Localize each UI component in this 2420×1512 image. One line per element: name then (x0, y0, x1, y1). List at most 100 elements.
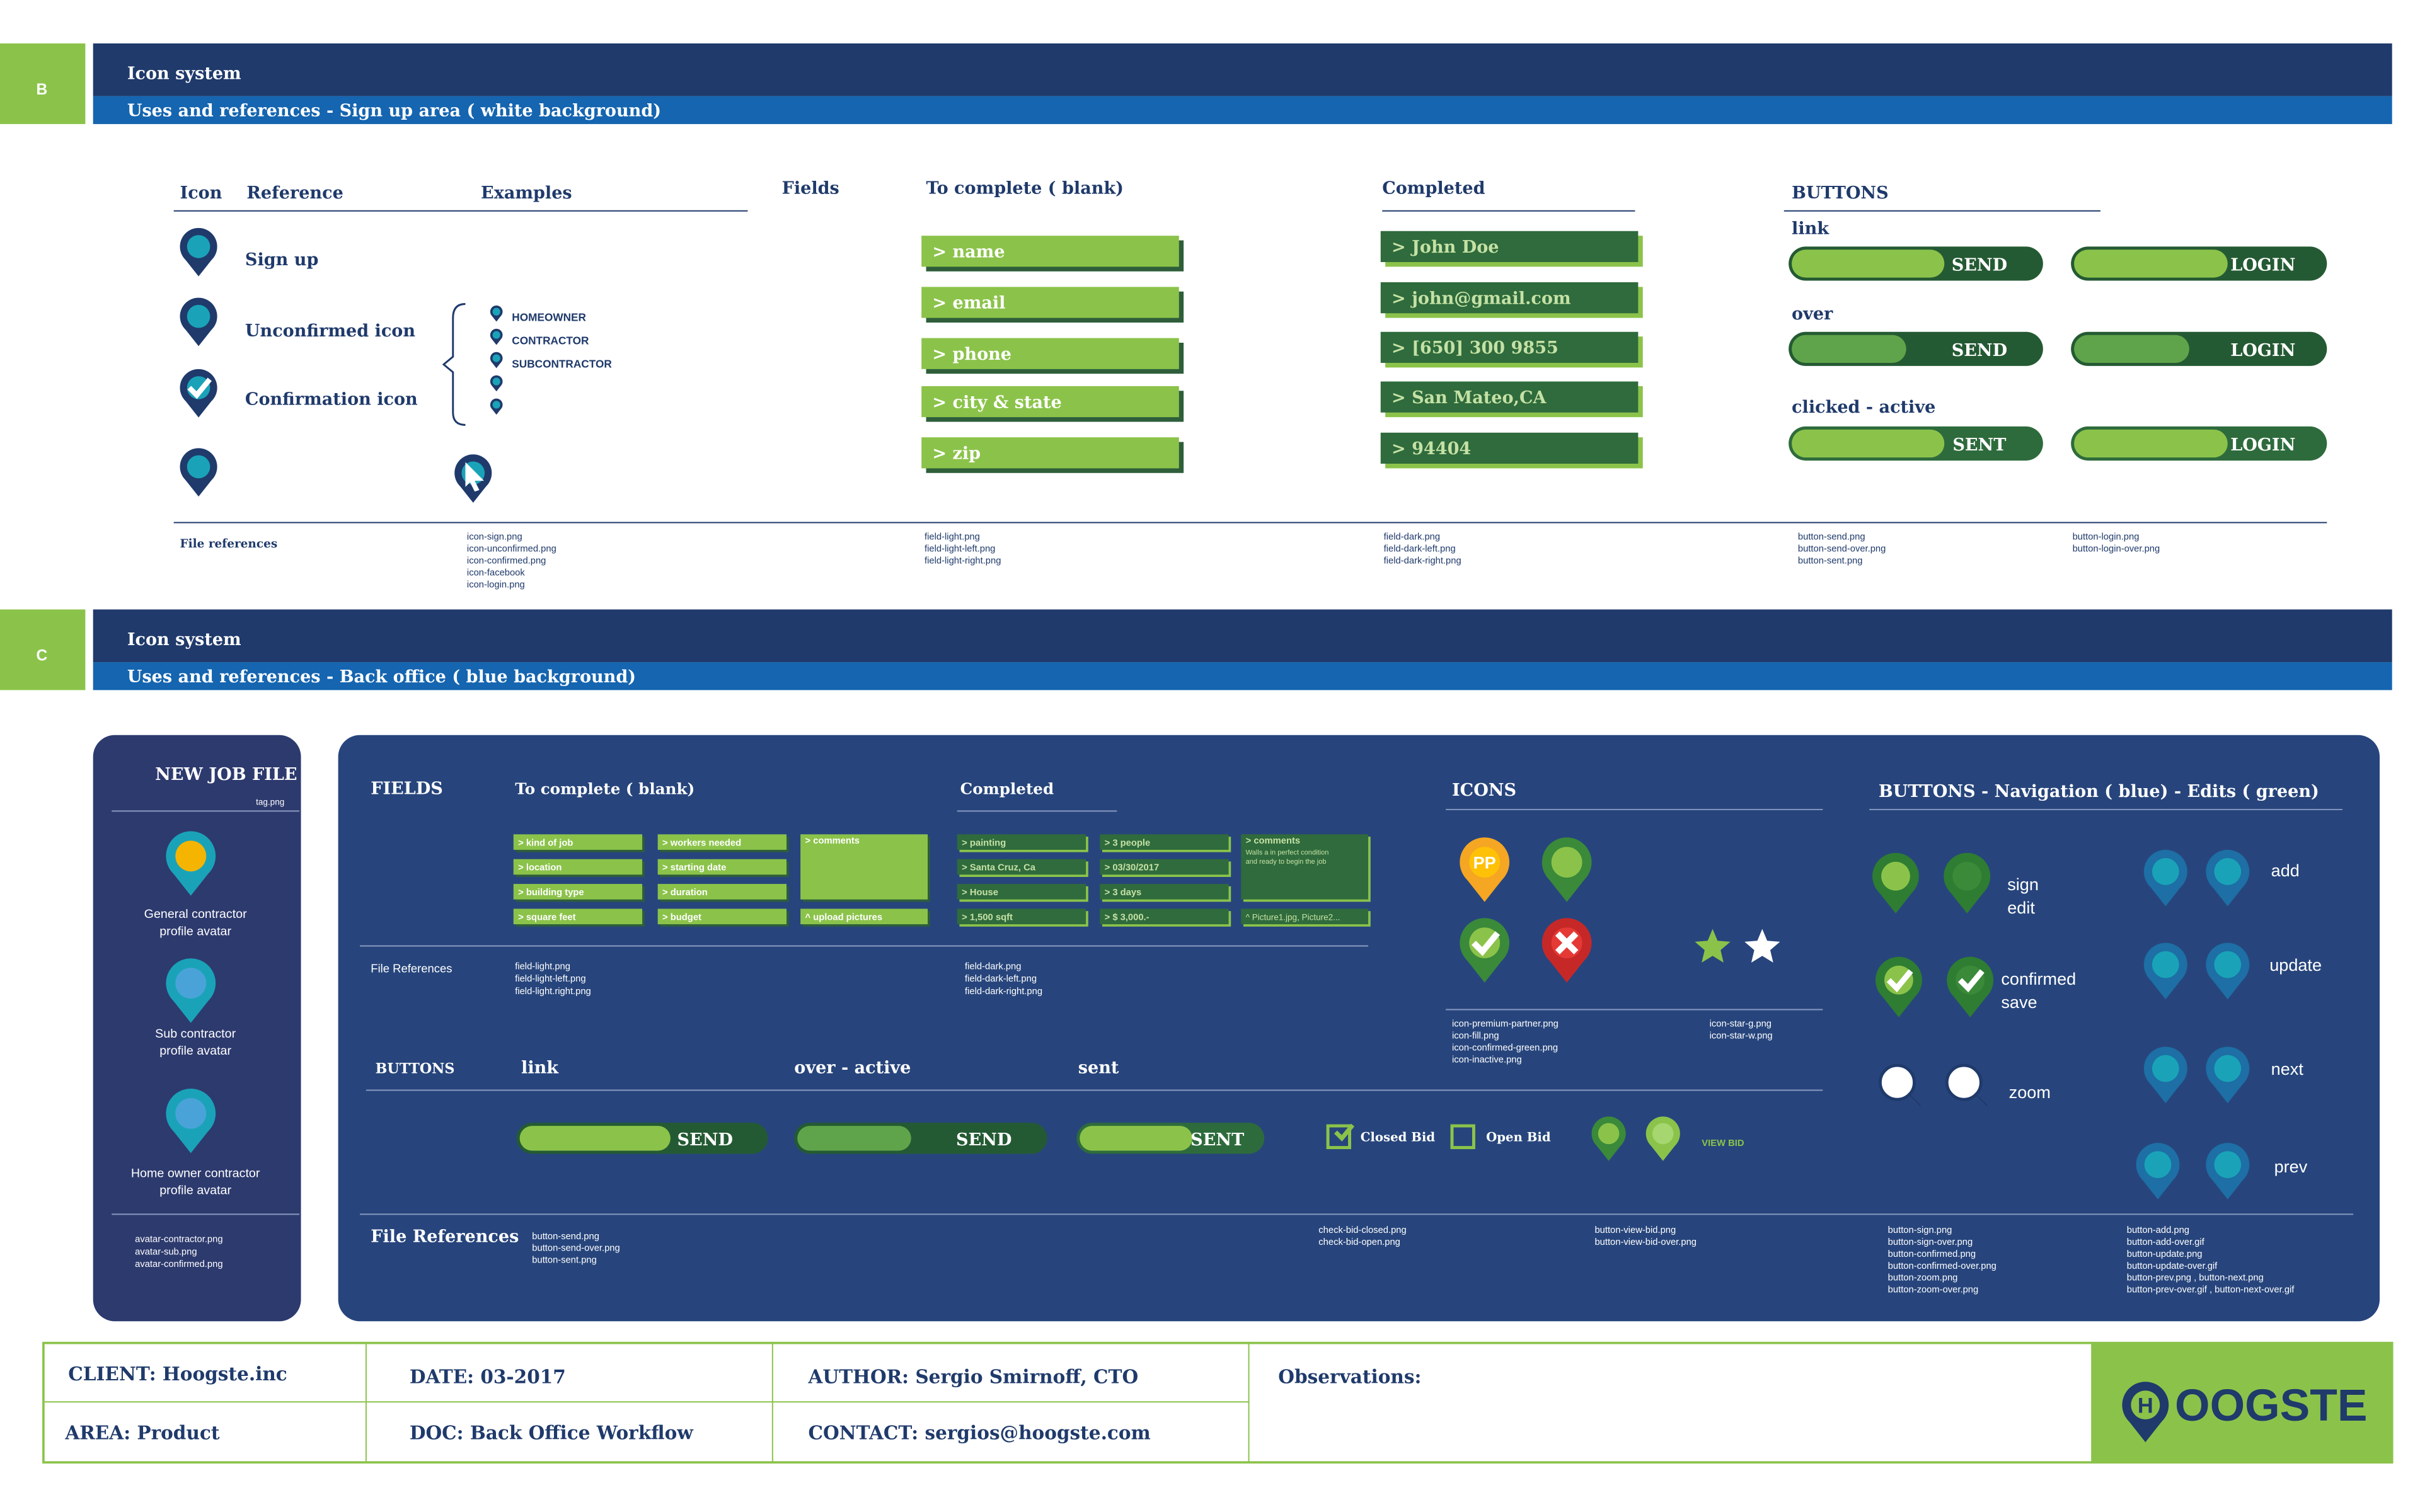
button-fill (797, 1126, 911, 1151)
label: > painting (962, 838, 1006, 848)
label: field-light.png (925, 532, 980, 542)
label: zoom (2009, 1082, 2051, 1102)
label: BUTTONS - Navigation ( blue) - Edits ( g… (1879, 782, 2319, 801)
pin-inner (175, 968, 207, 999)
button-label: SEND (1952, 341, 2007, 360)
field-completed (1100, 884, 1229, 900)
label: > kind of job (518, 838, 573, 848)
label: button-send.png (532, 1232, 599, 1242)
label: confirmed (2001, 969, 2076, 988)
label: profile avatar (159, 1183, 231, 1197)
checkbox (1326, 1124, 1351, 1149)
pin-inner (2144, 1151, 2172, 1178)
pin-inner (187, 235, 210, 258)
label: button-confirmed-over.png (1888, 1261, 1997, 1271)
field-blank (800, 834, 928, 900)
field-text: > name (932, 243, 1005, 262)
label: button-view-bid-over.png (1594, 1237, 1697, 1247)
button-label: LOGIN (2230, 435, 2295, 455)
label: field-light.right.png (515, 987, 591, 997)
label: ICONS (1452, 781, 1516, 800)
field-blank (513, 859, 643, 875)
field-completed (1380, 432, 1639, 464)
label: General contractor (144, 907, 247, 921)
brace (442, 302, 466, 426)
field-completed (1380, 381, 1639, 413)
check-mark (187, 377, 212, 399)
label: link (1792, 219, 1829, 239)
label: button-zoom.png (1888, 1273, 1958, 1283)
label: > comments (805, 836, 860, 846)
label: HOMEOWNER (512, 311, 586, 324)
field-completed (1241, 834, 1369, 900)
label: tag.png (256, 798, 284, 807)
label: button-add-over.gif (2127, 1237, 2205, 1247)
pin-inner (492, 377, 500, 386)
star-icon (1695, 929, 1731, 963)
label: field-dark.png (1384, 532, 1440, 542)
button-fill (1792, 249, 1945, 278)
label: > House (962, 888, 998, 898)
label: CONTRACTOR (512, 334, 589, 346)
label: VIEW BID (1702, 1138, 1744, 1148)
check-mark (1334, 1123, 1355, 1142)
label: field-light.png (515, 961, 570, 971)
label: Sign up (245, 250, 318, 270)
title-bar (93, 43, 2392, 96)
label: File references (180, 537, 278, 551)
label: Examples (481, 183, 572, 203)
section-label: C (37, 648, 48, 665)
icon-label: PP (1473, 852, 1496, 872)
label: > location (518, 863, 562, 873)
label: button-zoom-over.png (1888, 1285, 1979, 1295)
field-completed (1380, 331, 1639, 363)
label: To complete ( blank) (926, 179, 1124, 198)
button-fill (2074, 249, 2228, 278)
button-fill (1792, 335, 1906, 363)
label: ^ Picture1.jpg, Picture2... (1246, 912, 1340, 922)
field-completed (1100, 859, 1229, 875)
button-fill (2074, 429, 2228, 458)
label: button-add.png (2127, 1225, 2189, 1235)
label: avatar-contractor.png (135, 1235, 222, 1245)
pin-inner (2152, 951, 2179, 978)
label: > square feet (518, 912, 575, 922)
label: field-light-left.png (925, 544, 995, 554)
field-blank (513, 908, 643, 925)
section-title: Icon system (127, 64, 241, 84)
footer-field: CLIENT: Hoogste.inc (68, 1363, 287, 1385)
field-blank (657, 834, 786, 850)
label: avatar-sub.png (135, 1247, 197, 1257)
label: field-light-right.png (925, 556, 1001, 566)
field-completed (1380, 282, 1639, 314)
pin-inner (2214, 1151, 2242, 1178)
label: update (2269, 955, 2322, 975)
label: field-dark-left.png (965, 974, 1037, 984)
label: ^ upload pictures (805, 912, 883, 922)
label: Completed (960, 779, 1054, 798)
button-fill (1080, 1126, 1192, 1151)
label: next (2271, 1059, 2304, 1079)
field-text: > city & state (932, 392, 1061, 412)
field-blank (513, 884, 643, 900)
pin-inner (1952, 861, 1982, 891)
section-subtitle: Uses and references - Back office ( blue… (127, 667, 636, 687)
button-label: SEND (956, 1130, 1011, 1150)
button-fill (2074, 335, 2189, 363)
label: > duration (662, 888, 708, 898)
label: > workers needed (662, 838, 741, 848)
star-icon (1744, 929, 1780, 963)
label: > comments (1246, 836, 1300, 846)
label: Fields (782, 179, 839, 198)
label: clicked - active (1792, 398, 1935, 417)
label: > 3 days (1105, 888, 1142, 898)
label: button-view-bid.png (1594, 1225, 1676, 1235)
field-completed (1241, 908, 1369, 925)
button-label: SENT (1952, 435, 2006, 455)
label: and ready to begin the job (1246, 858, 1327, 866)
pin-inner (2214, 858, 2242, 885)
zoom-icon (1945, 1063, 1983, 1101)
section-marker (0, 43, 86, 124)
label: > budget (662, 912, 701, 922)
label: > 1,500 sqft (962, 912, 1013, 922)
